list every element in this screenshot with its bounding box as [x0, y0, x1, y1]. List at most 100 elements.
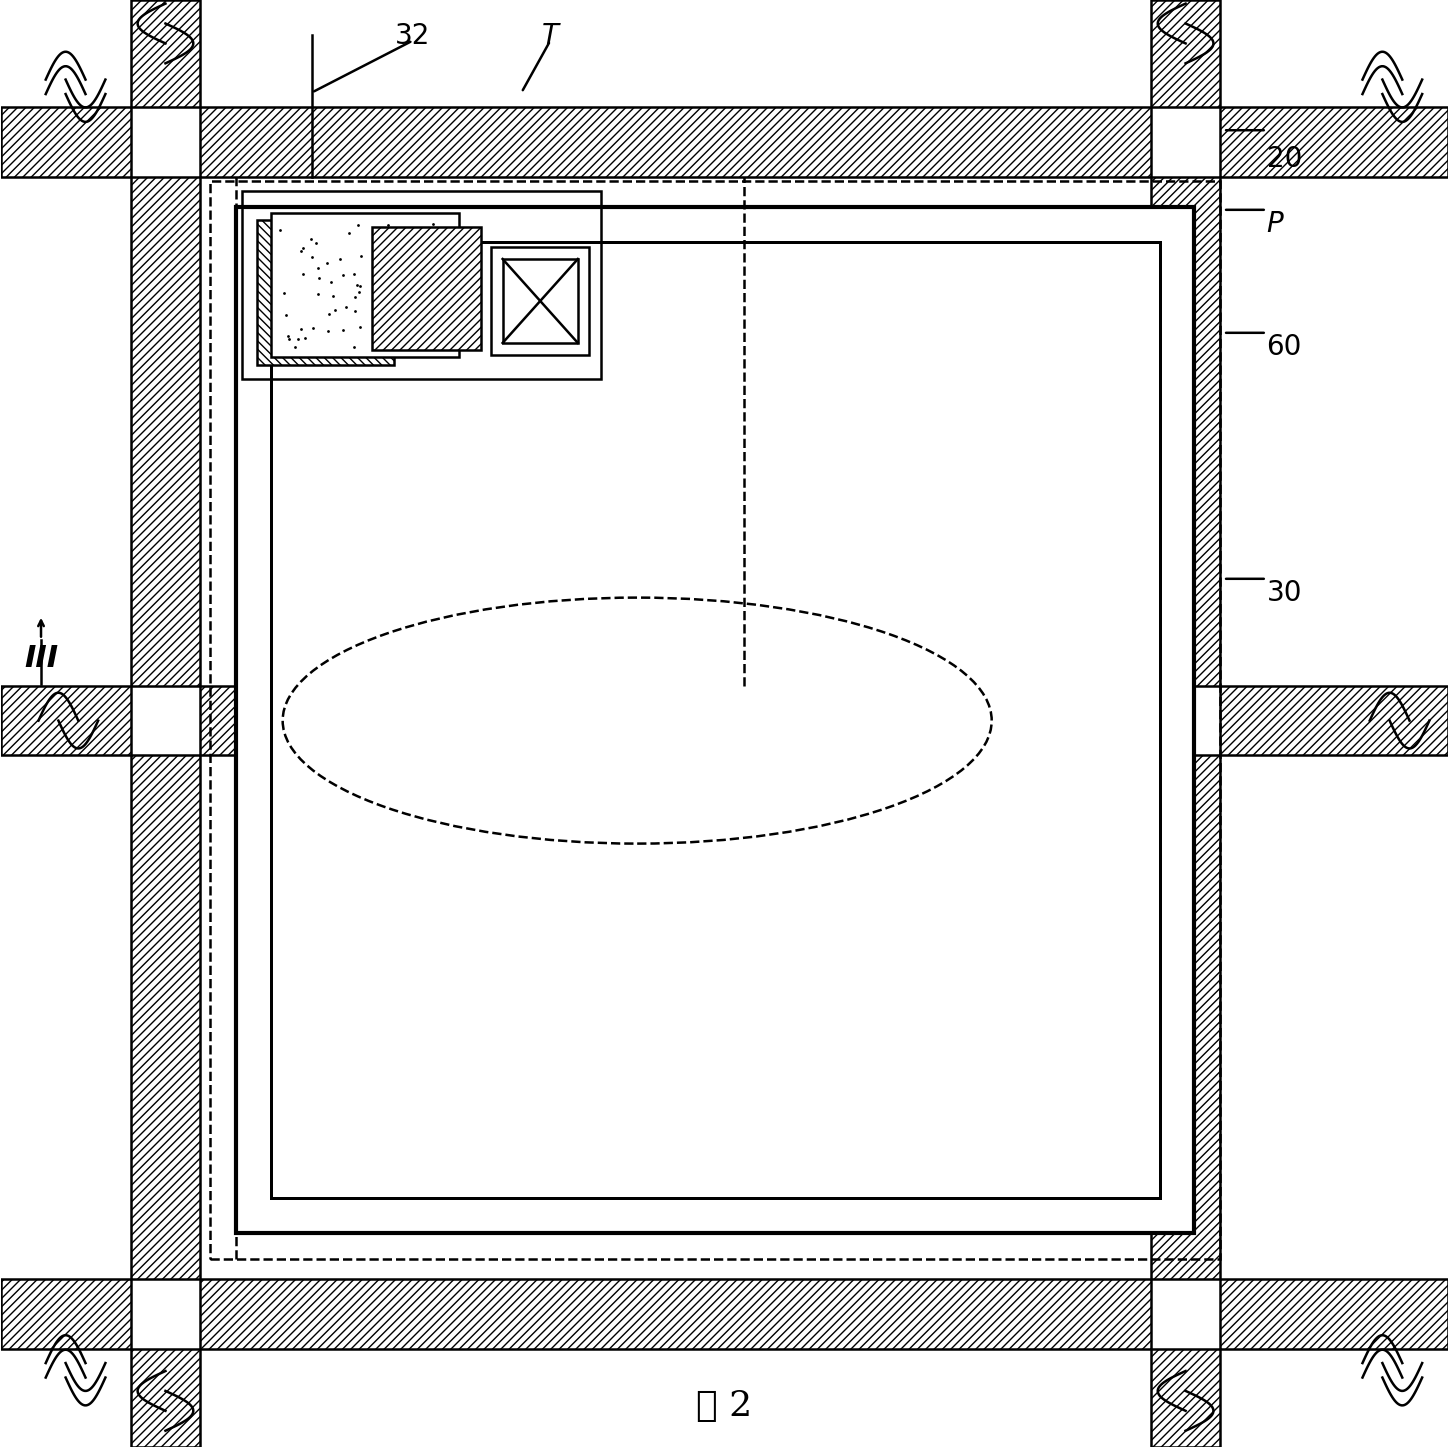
Point [300, 227, 323, 250]
Point [436, 304, 459, 327]
Bar [1221, 107, 1448, 177]
Bar [1151, 1349, 1221, 1447]
Point [317, 302, 340, 326]
Point [365, 276, 388, 300]
Bar [130, 177, 200, 686]
Point [378, 281, 401, 304]
Point [272, 281, 295, 304]
Point [382, 275, 405, 298]
Bar [1221, 686, 1448, 755]
Point [349, 275, 372, 298]
Bar [0, 686, 130, 755]
Point [404, 263, 427, 287]
Point [388, 327, 411, 350]
Text: 24: 24 [395, 506, 430, 535]
Point [388, 317, 411, 340]
Point [349, 245, 372, 268]
Bar [130, 1349, 200, 1447]
Bar [210, 181, 1221, 1259]
Point [398, 220, 421, 243]
Point [363, 245, 387, 268]
Text: 20: 20 [1267, 145, 1302, 174]
Point [316, 250, 339, 273]
Point [407, 275, 430, 298]
Point [284, 336, 307, 359]
Point [410, 289, 433, 313]
Point [382, 294, 405, 317]
Bar [271, 242, 1160, 1198]
Text: III: III [25, 644, 58, 673]
Text: 图 2: 图 2 [696, 1389, 752, 1424]
Bar [0, 107, 130, 177]
Text: 40: 40 [1267, 716, 1302, 745]
Point [323, 298, 346, 321]
Point [301, 245, 324, 268]
Point [416, 233, 439, 256]
Text: III: III [637, 774, 672, 803]
Text: 32: 32 [395, 22, 430, 51]
Text: T: T [542, 22, 559, 51]
Bar [502, 259, 578, 343]
Point [403, 336, 426, 359]
Bar [200, 1279, 1151, 1349]
Point [427, 247, 450, 271]
Text: IV: IV [851, 376, 886, 405]
Point [317, 320, 340, 343]
Point [416, 320, 439, 343]
Text: 57: 57 [594, 260, 628, 289]
Point [337, 221, 361, 245]
Point [365, 217, 388, 240]
Point [332, 318, 355, 341]
Point [382, 253, 405, 276]
Bar [256, 220, 394, 365]
Point [343, 300, 366, 323]
Point [349, 315, 372, 339]
Point [307, 266, 330, 289]
Point [321, 285, 345, 308]
Point [411, 255, 434, 278]
Point [363, 295, 387, 318]
Point [291, 237, 314, 260]
Point [390, 262, 413, 285]
Point [363, 291, 387, 314]
Bar [0, 1279, 130, 1349]
Bar [1151, 0, 1221, 107]
Bar [1221, 1279, 1448, 1349]
Bar [372, 227, 481, 350]
Point [421, 213, 445, 236]
Bar [491, 247, 589, 355]
Text: P: P [1267, 210, 1283, 239]
Point [436, 327, 459, 350]
Point [403, 237, 426, 260]
Point [401, 252, 424, 275]
Point [411, 333, 434, 356]
Bar [130, 0, 200, 107]
Point [306, 282, 329, 305]
Point [385, 221, 408, 245]
Point [385, 326, 408, 349]
Bar [271, 213, 459, 357]
Point [346, 214, 369, 237]
Point [320, 271, 343, 294]
Text: 26: 26 [251, 492, 285, 521]
Point [332, 263, 355, 287]
Point [343, 336, 366, 359]
Text: 28: 28 [504, 506, 539, 535]
Point [384, 258, 407, 281]
Point [398, 245, 421, 268]
Bar [200, 107, 1151, 177]
Point [304, 232, 327, 255]
Point [403, 239, 426, 262]
Point [291, 262, 314, 285]
Bar [1151, 177, 1221, 686]
Point [306, 256, 329, 279]
Point [277, 324, 300, 347]
Bar [130, 755, 200, 1279]
Point [400, 265, 423, 288]
Point [434, 313, 458, 336]
Bar [236, 207, 1195, 1233]
Bar [1151, 755, 1221, 1279]
Point [334, 295, 358, 318]
Text: Cst: Cst [268, 825, 313, 854]
Point [345, 273, 368, 297]
